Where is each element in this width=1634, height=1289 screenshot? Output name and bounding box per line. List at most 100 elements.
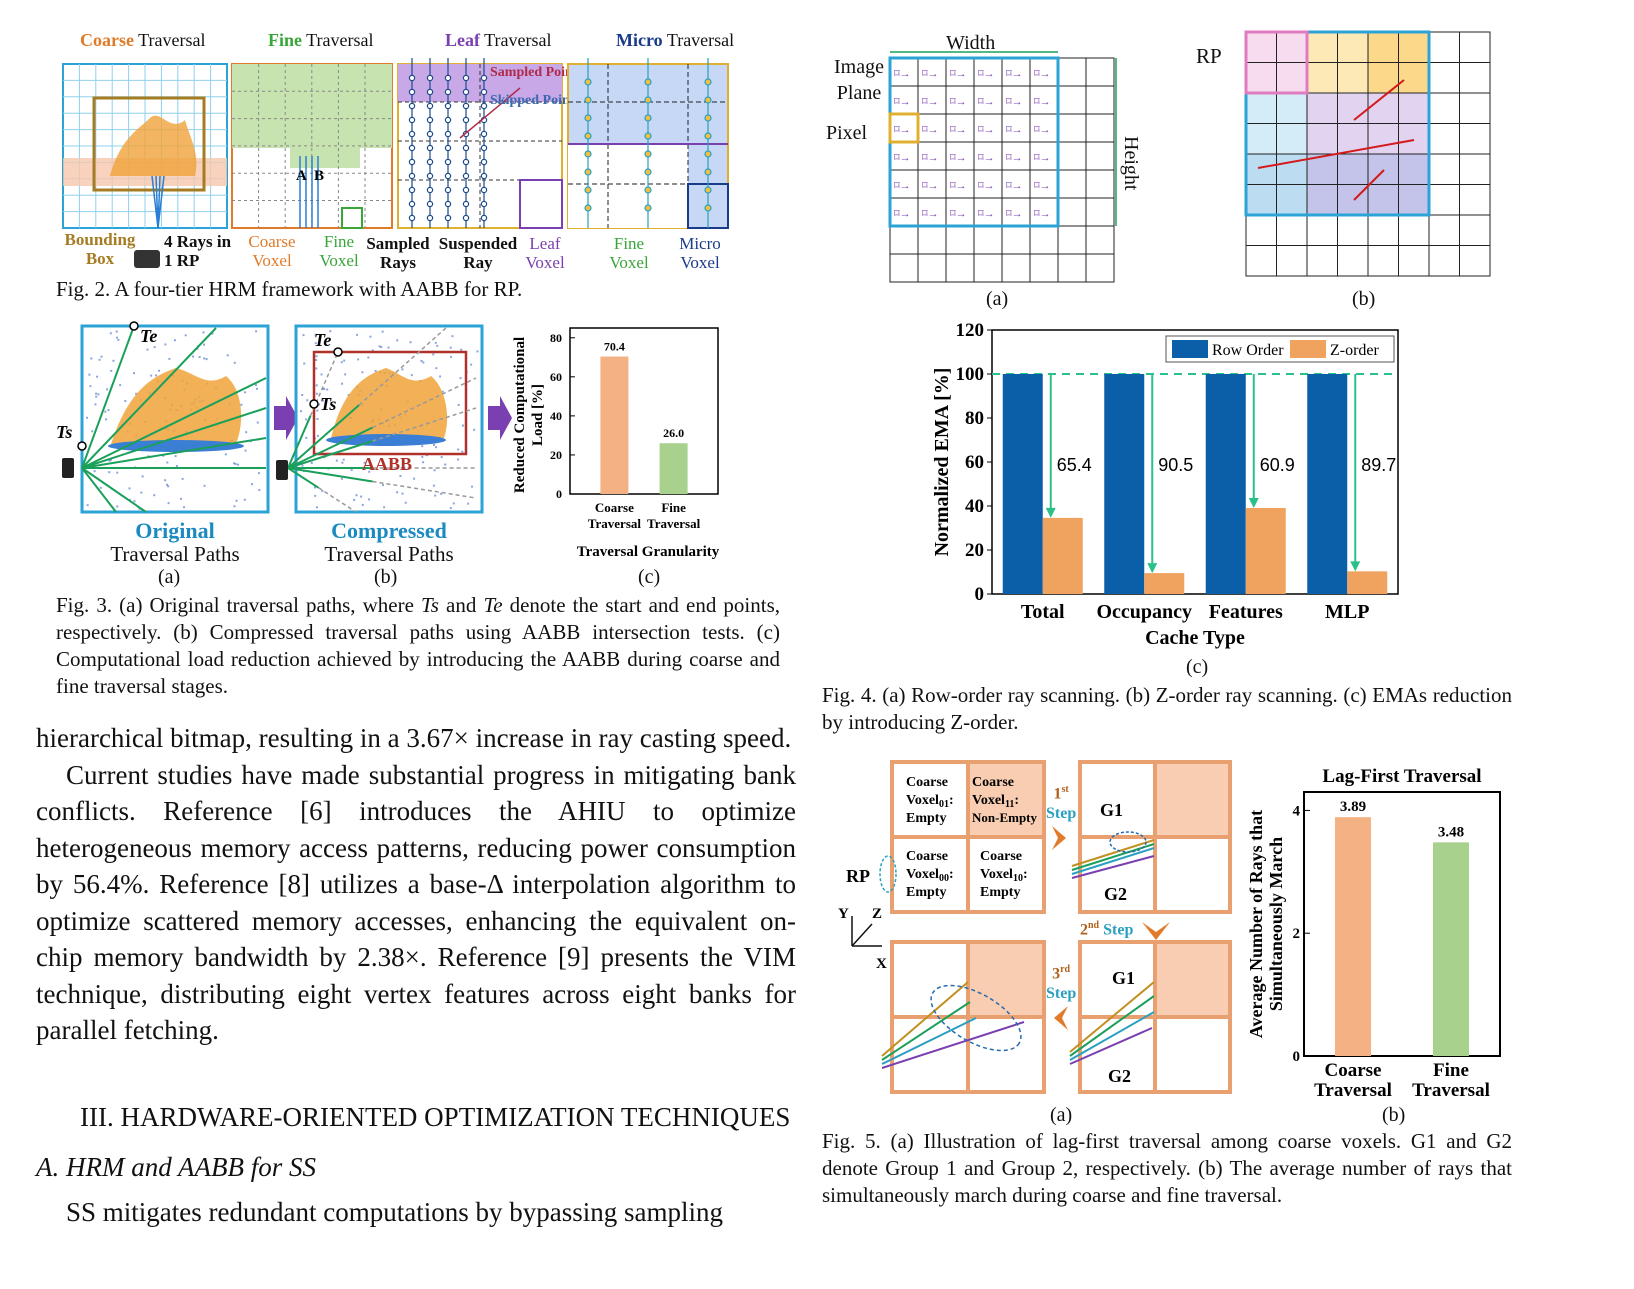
cell-v10-l2: Voxel10:	[980, 867, 1028, 884]
camera-icon-a	[62, 458, 74, 478]
fig4c-legend-label: Row Order	[1212, 342, 1284, 359]
step2-label: 2nd Step	[1080, 920, 1134, 939]
fig3b-sub: Traversal Paths	[324, 542, 454, 566]
fig3c-ytick-label: 80	[550, 331, 562, 345]
svg-text:⌑→: ⌑→	[978, 124, 995, 136]
fig4c-chart: 0 20 40 60 80 100 120 65.4 Total 90.5 Occupancy 60.…	[931, 320, 1399, 649]
svg-text:⌑→: ⌑→	[922, 208, 939, 220]
svg-text:⌑→: ⌑→	[950, 208, 967, 220]
fig5b-plot-frame	[1303, 791, 1501, 1057]
fig4c-bar-row-order	[1104, 374, 1145, 594]
cell-v10-l3: Empty	[980, 885, 1020, 900]
fig5b-xtick-label: Traversal	[1314, 1080, 1392, 1101]
svg-text:⌑→: ⌑→	[894, 180, 911, 192]
step3-arrow	[1054, 1006, 1068, 1030]
fig4c-ytick-label: 20	[965, 540, 984, 561]
image-plane-label: Image Plane	[834, 56, 884, 104]
fig3-sub-b: (b)	[374, 566, 398, 588]
pixel-label: Pixel	[826, 122, 868, 144]
svg-text:⌑→: ⌑→	[922, 96, 939, 108]
fig4-sub-b: (b)	[1352, 288, 1376, 310]
fig4c-reduction-label: 65.4	[1057, 455, 1092, 475]
fig3c-plot-frame	[569, 327, 719, 495]
fine-panel: A B	[231, 63, 393, 229]
fig3c-xtick-label: Coarse	[595, 500, 634, 515]
fig4c-ytick-label: 100	[956, 364, 985, 385]
fig4c-legend-label: Z-order	[1330, 342, 1380, 359]
section-heading: III. HARDWARE-ORIENTED OPTIMIZATION TECH…	[80, 1102, 791, 1132]
body-para-1: hierarchical bitmap, resulting in a 3.67…	[36, 723, 792, 753]
svg-text:⌑→: ⌑→	[1034, 68, 1051, 80]
fig5-grid-1: Coarse Voxel01: Empty Coarse Voxel11: No…	[846, 760, 1046, 914]
fig4c-xtick-label: MLP	[1325, 601, 1369, 623]
fig4c-xtick-label: Occupancy	[1096, 601, 1192, 623]
aabb-label: AABB	[362, 454, 412, 474]
axis-x: X	[876, 956, 887, 972]
svg-text:⌑→: ⌑→	[1034, 124, 1051, 136]
fig4c-ytick-label: 60	[965, 452, 984, 473]
svg-text:⌑→: ⌑→	[1006, 96, 1023, 108]
body-para-3: SS mitigates redundant computations by b…	[66, 1197, 723, 1227]
fig3c-value-label: 70.4	[604, 340, 625, 354]
fig5b-xtick-label: Traversal	[1412, 1080, 1490, 1101]
fig3c-chart: 02040608070.4CoarseTraversal26.0FineTrav…	[512, 327, 720, 560]
ts-label-b: Ts	[320, 394, 336, 414]
rp-label: RP	[1196, 44, 1222, 68]
step2-arrow	[1142, 922, 1170, 940]
fig2-title-coarse: Coarse Traversal	[80, 30, 206, 50]
fig3c-bar	[659, 443, 688, 494]
fig2-title-leaf: Leaf Traversal	[445, 30, 552, 50]
fig3-sub-c: (c)	[638, 566, 661, 588]
fig4c-legend-swatch	[1290, 340, 1326, 358]
fig5b-ylabel: Average Number of Rays thatSimultaneousl…	[1248, 810, 1286, 1038]
fig5b-value-label: 3.89	[1340, 799, 1366, 815]
fig3c-ytick-label: 60	[550, 370, 562, 384]
fig5-sub-a: (a)	[1050, 1104, 1073, 1126]
fig2-caption: Fig. 2. A four-tier HRM framework with A…	[56, 277, 523, 301]
svg-text:⌑→: ⌑→	[1006, 208, 1023, 220]
svg-text:⌑→: ⌑→	[894, 152, 911, 164]
step3-label: 3rd Step	[1046, 964, 1077, 1003]
svg-text:⌑→: ⌑→	[922, 124, 939, 136]
fine-voxel-label: Fine Voxel	[319, 232, 359, 270]
fig3c-xlabel: Traversal Granularity	[577, 544, 720, 560]
fig3c-xtick-label: Fine	[661, 500, 686, 515]
fig5-grid-2: G1 G2	[1071, 760, 1232, 914]
fig4c-bar-z-order	[1245, 507, 1286, 594]
fig4c-ytick-label: 120	[956, 320, 985, 341]
body-text: hierarchical bitmap, resulting in a 3.67…	[36, 720, 796, 1049]
fig4c-bar-z-order	[1144, 573, 1185, 594]
fig3-caption: Fig. 3. (a) Original traversal paths, wh…	[56, 593, 780, 698]
fig5-sub-b: (b)	[1382, 1104, 1406, 1126]
svg-text:⌑→: ⌑→	[922, 180, 939, 192]
g2-label-2: G2	[1108, 1066, 1131, 1086]
axis-z: Z	[872, 906, 882, 922]
coarse-voxel-label: Coarse Voxel	[248, 232, 296, 270]
svg-text:⌑→: ⌑→	[950, 124, 967, 136]
sampled-point-label: Sampled Point	[490, 65, 578, 80]
fig5-rp-label: RP	[846, 866, 870, 886]
width-label: Width	[946, 32, 996, 54]
subsection-heading: A. HRM and AABB for SS	[36, 1152, 316, 1182]
cell-v11-l2: Voxel11:	[972, 793, 1019, 810]
cell-v01-l1: Coarse	[906, 775, 948, 790]
svg-text:⌑→: ⌑→	[894, 68, 911, 80]
suspended-ray-label: Suspended Ray	[438, 234, 518, 272]
fig2-title-fine: Fine Traversal	[268, 30, 374, 50]
fig4c-arrow-head	[1147, 563, 1158, 574]
fig5b-ytick-label: 0	[1293, 1049, 1301, 1065]
cell-v11-l3: Non-Empty	[972, 810, 1038, 825]
fig3-diagrams: Te Ts Te Ts AABB	[56, 321, 512, 514]
fig5b-value-label: 3.48	[1438, 824, 1464, 840]
svg-text:⌑→: ⌑→	[894, 124, 911, 136]
cell-v00-l3: Empty	[906, 885, 946, 900]
cell-v00-l2: Voxel00:	[906, 867, 954, 884]
fig4c-bar-z-order	[1347, 571, 1388, 594]
cell-v00-l1: Coarse	[906, 849, 948, 864]
fig3c-ytick-label: 0	[556, 487, 562, 501]
te-label-a: Te	[140, 326, 157, 346]
svg-text:⌑→: ⌑→	[950, 68, 967, 80]
g2-label-1: G2	[1104, 884, 1127, 904]
g1-label-1: G1	[1100, 800, 1123, 820]
step1-label: 1st Step	[1046, 784, 1077, 823]
